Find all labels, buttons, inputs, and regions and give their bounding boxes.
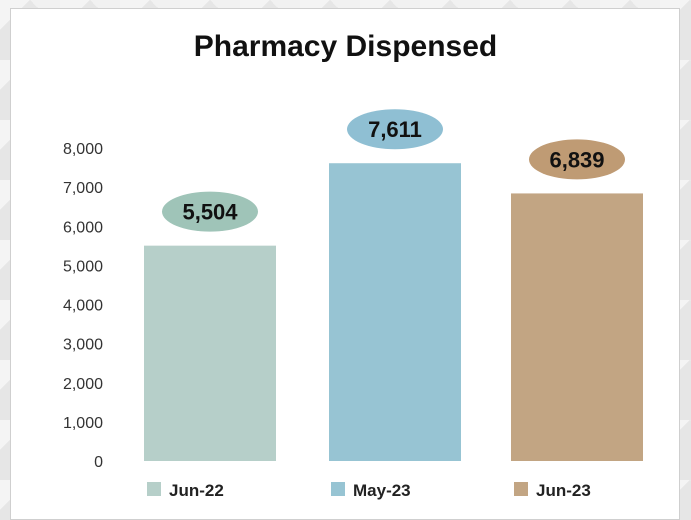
- chart-title: Pharmacy Dispensed: [193, 30, 498, 63]
- legend-label: May-23: [353, 481, 411, 500]
- data-label: 7,611: [368, 117, 422, 142]
- y-tick-label: 7,000: [63, 180, 103, 197]
- data-label-bubble: [347, 109, 443, 150]
- data-label: 6,839: [549, 147, 604, 172]
- bar-jun-23: [511, 193, 643, 461]
- y-tick-label: 2,000: [63, 376, 103, 393]
- y-tick-label: 4,000: [63, 298, 103, 315]
- legend-label: Jun-22: [169, 481, 224, 500]
- data-label: 5,504: [182, 200, 238, 225]
- data-label-bubble: [162, 191, 258, 232]
- bar-jun-22: [144, 245, 276, 461]
- legend-swatch: [147, 482, 161, 496]
- legend-label: Jun-23: [536, 481, 591, 500]
- y-tick-label: 6,000: [63, 219, 103, 236]
- bar-may-23: [329, 163, 461, 462]
- legend-swatch: [331, 482, 345, 496]
- y-tick-label: 3,000: [63, 337, 103, 354]
- data-label-bubble: [529, 139, 625, 180]
- y-tick-label: 8,000: [63, 141, 103, 158]
- legend-swatch: [514, 482, 528, 496]
- y-tick-label: 0: [94, 454, 103, 471]
- y-tick-label: 1,000: [63, 415, 103, 432]
- y-tick-label: 5,000: [63, 258, 103, 275]
